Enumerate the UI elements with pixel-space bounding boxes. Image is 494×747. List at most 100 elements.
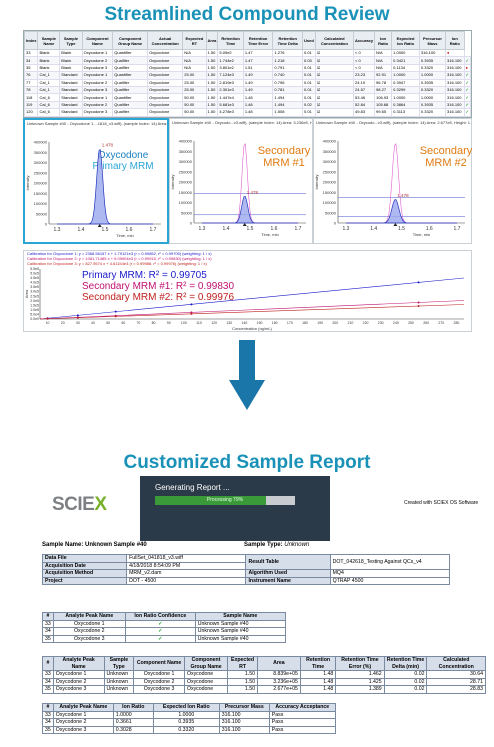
calibration-point-secondary-1 [417,301,420,304]
grid-column-header[interactable]: Precursor Mass [418,31,447,50]
table-cell: 2.677e+05 [257,685,301,694]
table-cell: 0.781 [272,85,303,95]
table-row[interactable]: 165Cal_4StandardOxycodone 1QuantifierOxy… [24,115,471,117]
accuracy-table: # Analyte Peak Name Ion Ratio Expected Ion … [42,703,336,734]
report-column-header: # [42,612,54,621]
table-cell: Standard [59,71,83,80]
table-cell: ☑ [314,48,355,58]
calibration-plot[interactable]: Calibration for Oxycodone 1: y = 2368.56… [23,250,472,332]
pass-check-icon: ✓ [463,100,471,110]
table-row[interactable]: 76 Cal_1 Standard Oxycodone 1 Quantifier Oxyc… [24,71,471,80]
table-cell: 76 [24,71,39,80]
x-tick-label: 1.4 [223,226,230,232]
table-cell: 0.3299 [391,85,420,95]
table-cell: 1.494 [272,100,303,110]
y-tick-label: 200000 [34,181,48,186]
table-cell: 1.49 [242,71,274,80]
table-cell: Oxycodone 3 [52,634,126,643]
grid-column-header[interactable]: Accuracy [353,31,376,50]
table-cell: 1.47 [242,56,274,65]
panel-title: Unknown Sample #40 - Oxycodone 1 ...1818… [27,121,167,126]
table-cell: Oxycodone 1 [81,71,114,80]
report-column-header: Expected Ion Ratio [152,703,220,712]
table-cell: < 0 [353,48,376,58]
x-tick-label: 130 [226,321,232,325]
table-cell: 0.3320 [418,85,447,95]
table-cell: Standard [59,100,83,110]
y-tick-label: 0.0e0 [30,317,39,321]
table-row[interactable]: 119 Cal_6 Standard Oxycodone 2 Qualifier Oxyc… [24,100,471,110]
table-row[interactable]: 35 Blank Blank Oxycodone 3 Qualifier Oxycodon… [24,63,471,73]
table-cell: Oxycodone [147,78,184,87]
grid-column-header[interactable]: Component Group Name [112,31,149,50]
table-cell: 316.100 [445,56,465,65]
grid-column-header[interactable]: Index [24,31,39,50]
table-cell: Unknown [103,670,135,679]
table-cell: 0.01 [301,71,316,80]
table-cell: Oxycodone [147,71,184,80]
calibration-point-secondary-2 [190,312,193,315]
x-tick-label: 1.5 [398,226,405,232]
table-cell: 35 [42,634,54,643]
x-tick-label: 220 [363,321,369,325]
table-cell: Pass [268,725,336,734]
grid-column-header[interactable]: Sample Type [59,31,83,50]
x-tick-label: 150 [257,321,263,325]
chromatogram-secondary-2[interactable]: Unknown Sample #40 - Oxycodo...v3.wiff),… [313,118,472,244]
x-tick-label: 260 [423,321,429,325]
x-axis-label: Time, min [261,232,278,237]
table-row[interactable]: 34 Blank Blank Oxycodone 2 Qualifier Oxycodon… [24,56,471,65]
table-cell: N/A [374,56,393,65]
table-row[interactable]: 78 Cal_1 Standard Oxycodone 3 Qualifier Oxyco… [24,85,471,95]
table-cell: 316.100 [445,63,465,73]
table-cell: 1.50 [205,108,219,117]
results-grid[interactable]: Index Sample Name Sample Type Component Nam… [23,30,472,118]
table-cell: Oxycodone 3 [133,685,185,694]
table-cell: 0.1134 [391,63,420,73]
table-cell: Oxycodone [147,108,184,117]
result-table-label: Result Table [245,554,331,570]
grid-column-header[interactable]: Expected Ion Ratio [391,31,420,50]
calibration-point-primary [76,314,79,317]
table-row[interactable]: 120 Cal_6 Standard Oxycodone 3 Qualifier Oxyc… [24,108,471,117]
sample-report: SCIEX Created with SCIEX OS Software Sam… [34,488,486,747]
grid-column-header[interactable]: Component Name [81,31,114,50]
panel-title: Unknown Sample #40 - Oxycodo...v3.wiff),… [316,120,471,125]
grid-column-header[interactable]: Retention Time Error [242,31,274,50]
table-cell: 0.01 [301,48,316,58]
chromatogram-secondary-1[interactable]: Unknown Sample #40 - Oxycodo...v3.wiff),… [169,118,313,244]
calibration-line-primary [39,277,465,320]
y-tick-label: 2.5e5 [30,294,39,298]
grid-column-header[interactable]: Used [301,31,316,50]
check-icon: ✓ [124,619,196,628]
table-cell: ☑ [314,56,355,65]
table-cell: 34 [42,718,54,727]
chromatogram-primary[interactable]: Unknown Sample #40 - Oxycodone 1 ...1818… [23,118,169,244]
y-tick-label: 2.0e5 [30,299,39,303]
table-cell: 0.796 [272,78,303,87]
grid-column-header[interactable]: Ion Ratio [374,31,393,50]
grid-column-header[interactable]: Expected RT [182,31,207,50]
table-cell: 1.447e4 [217,93,244,102]
table-cell: Unknown Sample #40 [194,627,286,636]
grid-column-header[interactable]: Retention Time Delta [272,31,303,50]
quant-table: # Analyte Peak Name Sample Type Component N… [42,656,486,694]
mrm-label-2: MRM #2 [425,157,467,169]
table-cell: ☑ [314,85,355,95]
table-row[interactable]: 77 Cal_1 Standard Oxycodone 2 Qualifier Oxyco… [24,78,471,87]
table-row[interactable]: 33 Blank Blank Oxycodone 1 Quantifier Oxycodo… [24,48,471,58]
report-column-header: Analyte Peak Name [52,703,114,712]
r-squared-primary: Primary MRM: R² = 0.99705 [82,270,207,281]
grid-column-header[interactable]: Sample Name [37,31,61,50]
ion-ratio-table: # Analyte Peak Name Ion Ratio Confidence Sa… [42,612,286,643]
grid-column-header[interactable]: Area [205,31,219,50]
grid-column-header[interactable]: Ion Ratio [445,31,465,50]
table-cell: 1.50 [205,71,219,80]
table-cell: 30.64 [426,670,486,679]
table-row[interactable]: 118 Cal_6 Standard Oxycodone 1 Quantifier Oxy… [24,93,471,102]
grid-column-header[interactable]: Retention Time [217,31,244,50]
grid-column-header[interactable]: Calculated Concentration [314,31,355,50]
y-tick-label: 0 [334,221,337,226]
x-tick-label: 1.7 [454,226,461,232]
grid-column-header[interactable]: Actual Concentration [147,31,184,50]
